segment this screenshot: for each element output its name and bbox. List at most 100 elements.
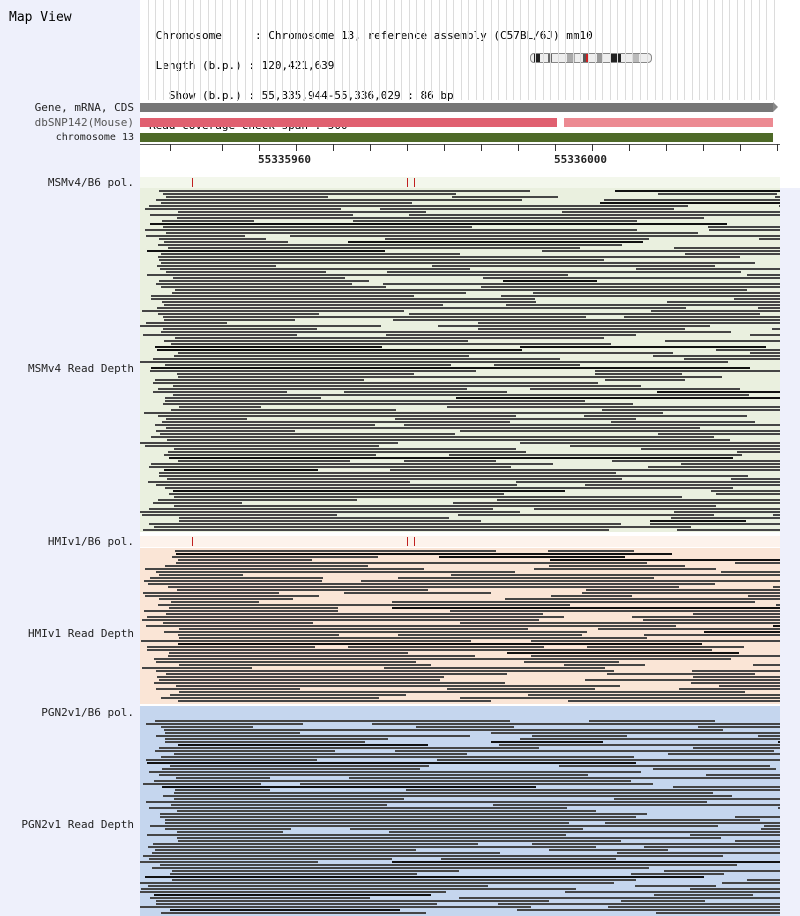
grid-line [200, 0, 201, 100]
chromosome-track-bar[interactable] [140, 133, 773, 142]
read-bar [677, 529, 800, 531]
read-bar [179, 406, 261, 408]
grid-line [543, 0, 544, 100]
read-bar [290, 235, 800, 237]
read-bar [173, 394, 749, 396]
read-bar [348, 241, 643, 243]
read-bar [624, 316, 800, 318]
read-bar [174, 448, 516, 450]
snp-marker[interactable] [192, 178, 193, 187]
read-bar [172, 870, 459, 872]
read-bar [372, 723, 800, 725]
read-bar [631, 873, 724, 875]
read-bar [159, 190, 530, 192]
msmv4-read-depth-track[interactable] [140, 188, 800, 532]
read-bar [156, 283, 352, 285]
snp-marker[interactable] [414, 178, 415, 187]
read-bar [143, 783, 261, 785]
read-bar [398, 634, 582, 636]
read-bar [517, 909, 800, 911]
pgn2v1-read-depth-track[interactable] [140, 718, 800, 916]
read-bar [458, 514, 714, 516]
ideogram-band [567, 54, 575, 62]
read-bar [156, 900, 549, 902]
read-bar [156, 199, 522, 201]
read-bar [704, 631, 800, 633]
read-bar [147, 649, 712, 651]
snp-marker[interactable] [192, 537, 193, 546]
read-bar [447, 406, 800, 408]
read-bar [178, 634, 339, 636]
ideogram-band [597, 54, 602, 62]
read-bar [621, 900, 705, 902]
read-bar [165, 397, 321, 399]
chromosome-ideogram[interactable] [530, 53, 652, 63]
read-bar [650, 523, 800, 525]
read-bar [166, 613, 543, 615]
dbsnp-track-bar[interactable] [140, 118, 557, 127]
read-bar [658, 193, 777, 195]
read-bar [142, 310, 404, 312]
read-bar [147, 834, 566, 836]
read-bar [386, 334, 636, 336]
read-bar [175, 337, 604, 339]
read-bar [721, 571, 800, 573]
read-bar [163, 316, 586, 318]
read-bar [534, 568, 716, 570]
read-bar [664, 870, 800, 872]
read-bar [520, 442, 800, 444]
read-bar [155, 849, 416, 851]
read-bar [737, 451, 800, 453]
read-bar [147, 762, 636, 764]
read-bar [151, 295, 414, 297]
gene-track-bar[interactable] [140, 103, 773, 112]
ideogram-band [583, 54, 586, 62]
read-bar [605, 379, 685, 381]
read-bar [344, 592, 491, 594]
read-bar [460, 697, 800, 699]
dbsnp-track-bar[interactable] [564, 118, 773, 127]
grid-line [290, 0, 291, 100]
read-bar [170, 873, 417, 875]
read-bar [152, 852, 500, 854]
read-bar [152, 867, 649, 869]
read-bar [159, 280, 369, 282]
read-bar [170, 694, 406, 696]
grid-line [744, 0, 745, 100]
read-bar [167, 478, 622, 480]
read-bar [166, 232, 698, 234]
read-bar [174, 753, 467, 755]
read-bar [151, 367, 750, 369]
read-bar [438, 325, 710, 327]
read-bar [147, 274, 568, 276]
pgn2v1-pol-track[interactable] [140, 706, 780, 718]
read-bar [383, 283, 800, 285]
read-bar [534, 508, 800, 510]
grid-line [692, 0, 693, 100]
read-bar [350, 828, 583, 830]
snp-marker[interactable] [407, 537, 408, 546]
read-bar [447, 688, 595, 690]
snp-marker[interactable] [407, 178, 408, 187]
chromosome-track-label: chromosome 13 [55, 132, 134, 143]
read-bar [168, 247, 580, 249]
hmiv1-read-depth-track[interactable] [140, 548, 800, 704]
read-bar [166, 427, 700, 429]
read-bar [174, 496, 682, 498]
read-bar [140, 906, 531, 908]
grid-line [379, 0, 380, 100]
read-bar [158, 388, 467, 390]
read-bar [165, 738, 388, 740]
msmv4-pol-track[interactable] [140, 177, 780, 188]
read-bar [163, 328, 317, 330]
read-bar [685, 253, 800, 255]
read-bar [716, 493, 800, 495]
read-bar [565, 891, 800, 893]
read-bar [643, 619, 800, 621]
snp-marker[interactable] [414, 537, 415, 546]
read-bar [159, 774, 588, 776]
read-bar [648, 466, 800, 468]
ruler-tick [629, 144, 630, 151]
hmiv1-pol-track[interactable] [140, 536, 780, 547]
info-line-show: Show (b.p.) : 55,335,944-55,336,029 : 86… [149, 89, 454, 102]
